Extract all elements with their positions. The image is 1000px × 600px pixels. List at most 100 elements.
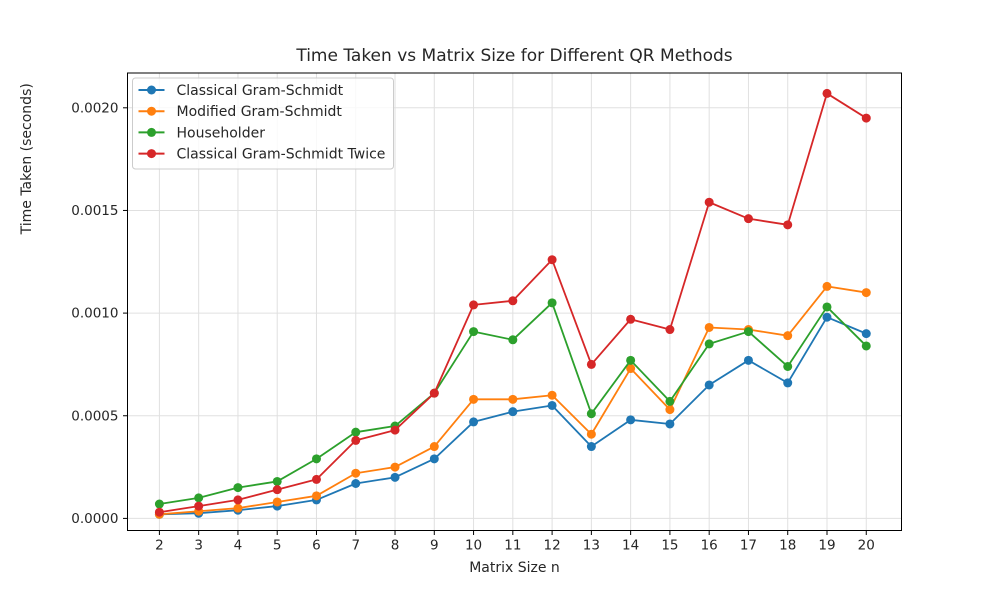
legend-item-modified-gram-schmidt: Modified Gram-Schmidt <box>138 104 342 120</box>
data-point-householder <box>586 409 596 419</box>
data-point-classical-gram-schmidt <box>351 478 361 488</box>
data-point-householder <box>743 327 753 337</box>
data-point-householder <box>508 335 518 345</box>
data-point-modified-gram-schmidt <box>586 429 596 439</box>
data-point-householder <box>233 483 243 493</box>
x-tick-label: 14 <box>622 538 639 554</box>
data-point-householder <box>665 396 675 406</box>
legend-label: Classical Gram-Schmidt Twice <box>177 147 386 163</box>
data-point-modified-gram-schmidt <box>508 394 518 404</box>
y-tick-label: 0.0020 <box>71 100 118 116</box>
data-point-classical-gram-schmidt-twice <box>861 113 871 123</box>
data-point-householder <box>861 341 871 351</box>
x-tick-label: 7 <box>351 538 360 554</box>
data-point-householder <box>469 327 479 337</box>
data-point-modified-gram-schmidt <box>861 288 871 298</box>
y-tick-label: 0.0010 <box>71 306 118 322</box>
data-point-householder <box>272 476 282 486</box>
x-tick-label: 3 <box>194 538 203 554</box>
x-tick-label: 20 <box>858 538 875 554</box>
data-point-householder <box>783 361 793 371</box>
data-point-classical-gram-schmidt <box>429 454 439 464</box>
legend-box <box>132 77 394 170</box>
series-classical-gram-schmidt-twice <box>154 88 871 517</box>
data-point-modified-gram-schmidt <box>390 462 400 472</box>
data-point-classical-gram-schmidt-twice <box>311 474 321 484</box>
data-point-classical-gram-schmidt <box>704 380 714 390</box>
data-point-householder <box>194 493 204 503</box>
data-point-classical-gram-schmidt-twice <box>508 296 518 306</box>
data-point-modified-gram-schmidt <box>233 503 243 513</box>
data-point-modified-gram-schmidt <box>626 364 636 374</box>
data-point-modified-gram-schmidt <box>272 497 282 507</box>
axes-spines <box>127 72 902 531</box>
data-point-classical-gram-schmidt <box>626 415 636 425</box>
data-point-classical-gram-schmidt <box>586 442 596 452</box>
x-tick-label: 2 <box>155 538 164 554</box>
data-point-classical-gram-schmidt <box>547 400 557 410</box>
x-tick-label: 5 <box>273 538 282 554</box>
data-point-modified-gram-schmidt <box>704 322 714 332</box>
x-tick-label: 13 <box>583 538 600 554</box>
data-point-modified-gram-schmidt <box>429 442 439 452</box>
data-point-classical-gram-schmidt-twice <box>783 220 793 230</box>
data-point-modified-gram-schmidt <box>783 331 793 341</box>
data-point-modified-gram-schmidt <box>547 390 557 400</box>
data-point-householder <box>626 355 636 365</box>
x-tick-label: 10 <box>465 538 482 554</box>
data-point-classical-gram-schmidt <box>743 355 753 365</box>
legend-marker-icon <box>147 149 156 159</box>
data-point-classical-gram-schmidt-twice <box>743 214 753 224</box>
x-tick-label: 18 <box>779 538 796 554</box>
data-point-householder <box>351 427 361 437</box>
data-point-classical-gram-schmidt <box>665 419 675 429</box>
data-point-classical-gram-schmidt-twice <box>154 507 164 517</box>
y-axis-label: Time Taken (seconds) <box>19 83 35 235</box>
x-tick-label: 19 <box>818 538 835 554</box>
tick-labels: 2 3 4 5 6 7 8 9 10 11 12 13 14 15 16 17 18 19 20 0.0000 0.00… <box>71 100 875 553</box>
data-point-classical-gram-schmidt <box>508 407 518 417</box>
data-point-classical-gram-schmidt <box>469 417 479 427</box>
data-point-modified-gram-schmidt <box>311 491 321 501</box>
legend-label: Householder <box>177 125 266 141</box>
data-point-classical-gram-schmidt <box>783 378 793 388</box>
legend-marker-icon <box>147 106 156 116</box>
y-tick-label: 0.0000 <box>71 511 118 527</box>
data-point-classical-gram-schmidt-twice <box>665 325 675 335</box>
data-point-classical-gram-schmidt-twice <box>233 495 243 505</box>
data-point-modified-gram-schmidt <box>351 468 361 478</box>
data-point-classical-gram-schmidt-twice <box>429 388 439 398</box>
data-point-householder <box>547 298 557 308</box>
data-point-householder <box>704 339 714 349</box>
data-point-classical-gram-schmidt-twice <box>586 359 596 369</box>
tick-marks <box>123 107 867 535</box>
data-point-classical-gram-schmidt-twice <box>390 425 400 435</box>
x-tick-label: 17 <box>740 538 757 554</box>
data-point-modified-gram-schmidt <box>665 405 675 415</box>
data-point-householder <box>154 499 164 509</box>
data-point-householder <box>311 454 321 464</box>
data-point-modified-gram-schmidt <box>469 394 479 404</box>
legend: Classical Gram-Schmidt Modified Gram-Schm… <box>132 77 394 170</box>
data-point-classical-gram-schmidt <box>822 312 832 322</box>
legend-item-classical-gram-schmidt: Classical Gram-Schmidt <box>138 83 344 99</box>
x-tick-label: 12 <box>544 538 561 554</box>
y-tick-label: 0.0015 <box>71 203 118 219</box>
data-point-classical-gram-schmidt-twice <box>822 88 832 98</box>
legend-marker-icon <box>147 127 156 137</box>
legend-item-householder: Householder <box>138 125 266 141</box>
data-point-modified-gram-schmidt <box>822 281 832 291</box>
data-point-classical-gram-schmidt-twice <box>547 255 557 265</box>
x-tick-label: 6 <box>312 538 321 554</box>
legend-item-classical-gram-schmidt-twice: Classical Gram-Schmidt Twice <box>138 147 386 163</box>
legend-label: Classical Gram-Schmidt <box>177 83 344 99</box>
data-point-classical-gram-schmidt-twice <box>351 435 361 445</box>
x-tick-label: 4 <box>234 538 243 554</box>
chart-title: Time Taken vs Matrix Size for Different … <box>296 46 733 66</box>
data-point-classical-gram-schmidt <box>390 472 400 482</box>
x-tick-label: 8 <box>391 538 400 554</box>
x-tick-label: 9 <box>430 538 439 554</box>
data-point-classical-gram-schmidt-twice <box>704 197 714 207</box>
